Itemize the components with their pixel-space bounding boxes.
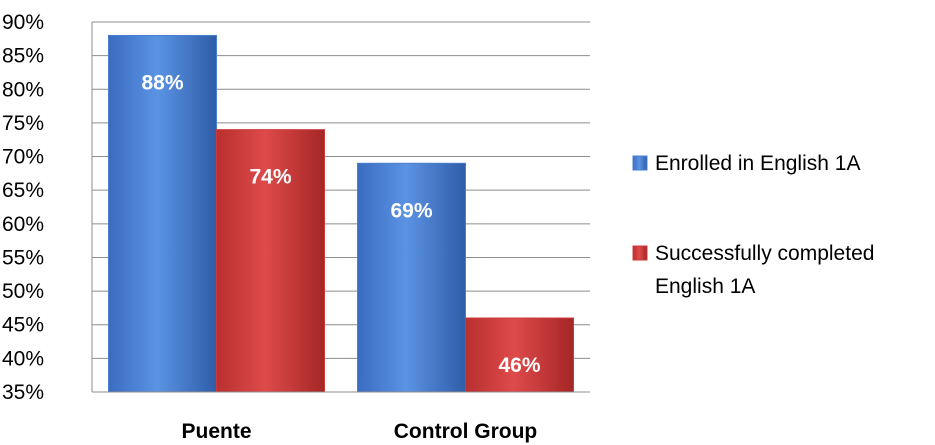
data-labels: 88% 74% 69% 46%: [141, 71, 540, 377]
y-tick-label: 70%: [2, 146, 44, 169]
y-tick-label: 40%: [2, 347, 44, 370]
y-axis-tick-labels: 35% 40% 45% 50% 55% 60% 65% 70% 75% 80% 85% 90%: [2, 11, 44, 404]
y-tick-label: 80%: [2, 78, 44, 101]
y-tick-label: 55%: [2, 246, 44, 269]
y-tick-label: 45%: [2, 314, 44, 337]
data-label: 46%: [498, 354, 540, 377]
x-axis-category-labels: Puente Control Group: [181, 420, 537, 443]
data-label: 74%: [249, 166, 291, 189]
bar-completed-control-group: [465, 317, 574, 393]
y-tick-label: 35%: [2, 381, 44, 404]
y-tick-label: 50%: [2, 280, 44, 303]
y-tick-label: 85%: [2, 45, 44, 68]
category-label: Control Group: [394, 420, 537, 443]
axes: [91, 22, 590, 393]
legend-swatch-completed: [632, 245, 648, 261]
y-tick-label: 90%: [2, 11, 44, 34]
bar-enrolled-control-group: [357, 162, 466, 393]
y-tick-label: 60%: [2, 213, 44, 236]
legend-label: Successfully completed: [655, 242, 874, 265]
y-tick-label: 65%: [2, 179, 44, 202]
data-label: 88%: [141, 71, 183, 94]
legend-label: English 1A: [655, 275, 755, 298]
legend-label: Enrolled in English 1A: [655, 152, 860, 175]
bar-enrolled-puente: [108, 34, 217, 393]
y-tick-label: 75%: [2, 112, 44, 135]
bar-completed-puente: [216, 129, 325, 393]
bars: [108, 34, 574, 393]
data-label: 69%: [390, 199, 432, 222]
legend: Enrolled in English 1A Successfully compl…: [632, 152, 874, 298]
category-label: Puente: [181, 420, 251, 443]
legend-swatch-enrolled: [632, 155, 648, 171]
